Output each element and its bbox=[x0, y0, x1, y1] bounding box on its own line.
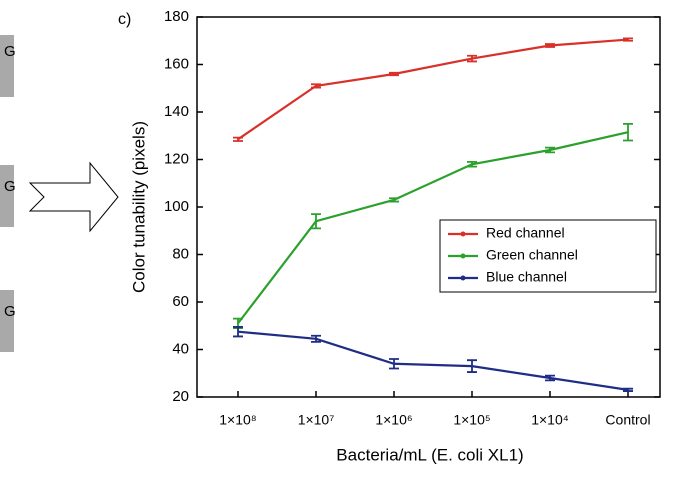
series-line bbox=[238, 332, 628, 390]
y-tick-label: 180 bbox=[164, 8, 189, 25]
x-axis-title: Bacteria/mL (E. coli XL1) bbox=[336, 445, 523, 464]
error-bar bbox=[233, 138, 243, 141]
x-tick-label: 1×10⁷ bbox=[298, 412, 335, 428]
y-tick-label: 20 bbox=[172, 388, 189, 405]
side-label: G bbox=[4, 178, 16, 195]
chart: G G G c) Bacteria/mL (E. coli XL1) Color… bbox=[0, 0, 673, 472]
y-tick-label: 100 bbox=[164, 198, 189, 215]
y-axis-title: Color tunability (pixels) bbox=[129, 121, 148, 293]
legend-label: Blue channel bbox=[486, 269, 567, 285]
x-tick-label: 1×10⁸ bbox=[219, 412, 257, 428]
side-image bbox=[0, 290, 14, 352]
x-tick-label: 1×10⁴ bbox=[531, 412, 569, 428]
x-tick-label: Control bbox=[605, 412, 650, 428]
x-tick-label: 1×10⁵ bbox=[453, 412, 490, 428]
plot-frame bbox=[197, 17, 660, 397]
y-tick-label: 140 bbox=[164, 103, 189, 120]
y-tick-label: 40 bbox=[172, 340, 189, 357]
arrow bbox=[30, 163, 118, 231]
y-tick-label: 60 bbox=[172, 293, 189, 310]
series-line bbox=[238, 40, 628, 140]
legend-marker bbox=[461, 276, 466, 281]
legend-marker bbox=[461, 254, 466, 259]
panel-label: c) bbox=[118, 11, 131, 28]
side-label: G bbox=[4, 43, 16, 60]
y-tick-label: 160 bbox=[164, 55, 189, 72]
legend-marker bbox=[461, 232, 466, 237]
side-image bbox=[0, 165, 14, 227]
y-tick-label: 80 bbox=[172, 245, 189, 262]
x-tick-label: 1×10⁶ bbox=[375, 412, 412, 428]
y-tick-label: 120 bbox=[164, 150, 189, 167]
legend-label: Green channel bbox=[486, 247, 578, 263]
legend-label: Red channel bbox=[486, 225, 565, 241]
side-label: G bbox=[4, 303, 16, 320]
